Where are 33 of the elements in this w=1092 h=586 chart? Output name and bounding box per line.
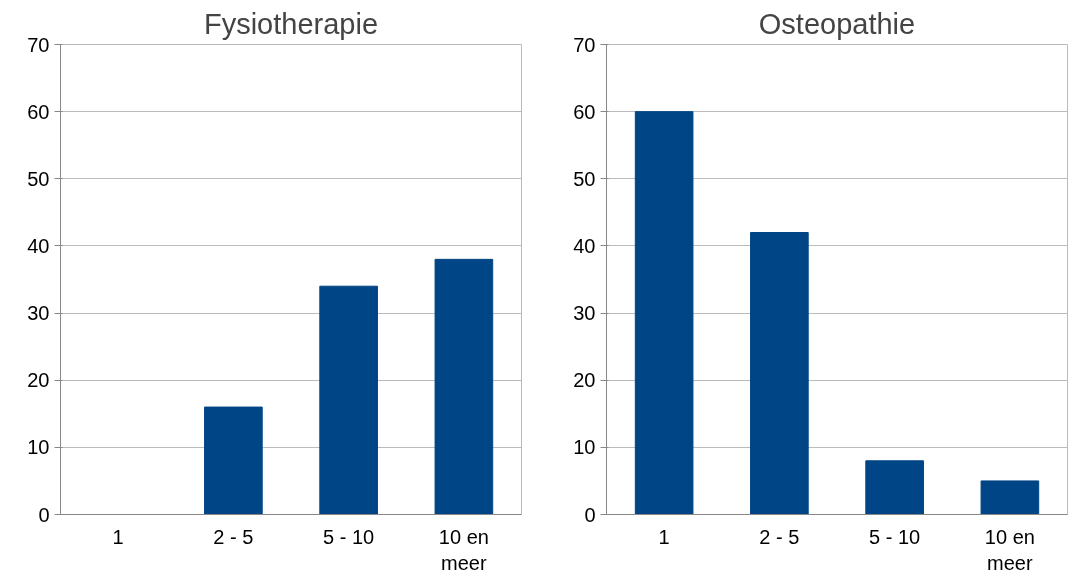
y-tick-label: 0 <box>584 503 596 526</box>
x-tick-label: 10 en meer <box>438 525 489 574</box>
x-tick-label: 5 - 10 <box>869 525 921 548</box>
y-tick-label: 70 <box>573 33 596 56</box>
y-tick-label: 60 <box>573 100 596 123</box>
bar <box>750 232 809 515</box>
x-tick-label: 2 - 5 <box>759 525 800 548</box>
x-tick-label: 5 - 10 <box>323 525 375 548</box>
y-tick-label: 30 <box>27 302 50 325</box>
x-tick-label: 1 <box>658 525 670 548</box>
y-tick-label: 20 <box>27 369 50 392</box>
y-tick-label: 50 <box>573 167 596 190</box>
y-tick-label: 0 <box>38 503 50 526</box>
y-tick-label: 20 <box>573 369 596 392</box>
chart-title: Fysiotherapie <box>203 7 379 40</box>
y-tick-label: 70 <box>27 33 50 56</box>
bar <box>319 285 378 515</box>
bar <box>434 258 494 515</box>
y-tick-label: 10 <box>27 436 50 459</box>
chart-title: Osteopathie <box>758 7 916 40</box>
bar <box>865 460 924 515</box>
y-tick-label: 40 <box>573 234 596 257</box>
bar <box>204 406 263 515</box>
y-tick-label: 10 <box>573 436 596 459</box>
x-tick-label: 1 <box>112 525 124 548</box>
y-tick-label: 30 <box>573 302 596 325</box>
bar <box>980 480 1040 515</box>
y-tick-label: 40 <box>27 234 50 257</box>
x-tick-label: 2 - 5 <box>213 525 254 548</box>
bar <box>634 111 694 515</box>
x-tick-label: 10 en meer <box>984 525 1035 574</box>
y-tick-label: 60 <box>27 100 50 123</box>
y-tick-label: 50 <box>27 167 50 190</box>
